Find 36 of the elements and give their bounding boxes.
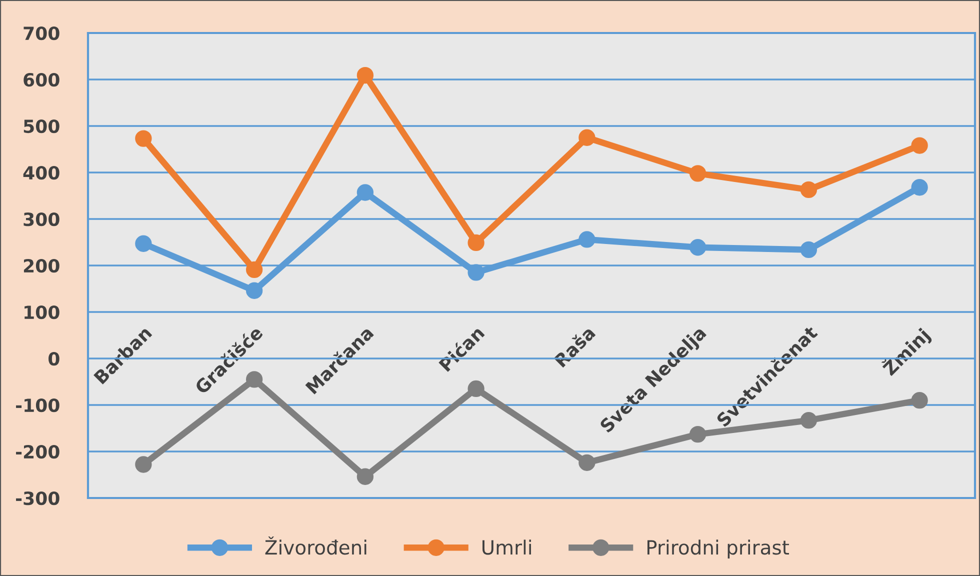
y-tick-label: 100 [24,305,60,320]
legend-label: Živorođeni [265,536,366,555]
point [578,454,596,471]
point [135,130,152,147]
y-tick-label: 0 [48,352,60,366]
point [246,261,263,278]
y-tick-label: 300 [24,212,60,226]
point [246,282,263,299]
point [689,239,706,256]
y-tick-label: -100 [16,398,60,412]
point [911,392,928,409]
y-tick-label: 700 [24,26,60,40]
point [468,264,484,281]
point [800,181,818,198]
point [578,231,596,248]
point [356,66,374,84]
point [135,235,152,252]
legend-label: Umrli [482,540,531,555]
point [689,165,706,182]
point [356,184,374,201]
y-tick-label: 600 [24,72,60,87]
y-tick-label: 400 [23,166,60,180]
y-tick-label: 200 [24,258,60,273]
point [468,234,484,252]
point [800,241,818,258]
point [911,137,928,154]
point [578,129,596,146]
point [468,380,484,398]
legend-label: Prirodni prirast [647,540,789,558]
point [356,468,374,485]
y-tick-label: -200 [16,444,60,459]
point [689,426,706,443]
point [911,179,928,196]
y-tick-label: 500 [24,119,60,134]
y-tick-label: -300 [16,491,60,506]
point [135,456,152,473]
